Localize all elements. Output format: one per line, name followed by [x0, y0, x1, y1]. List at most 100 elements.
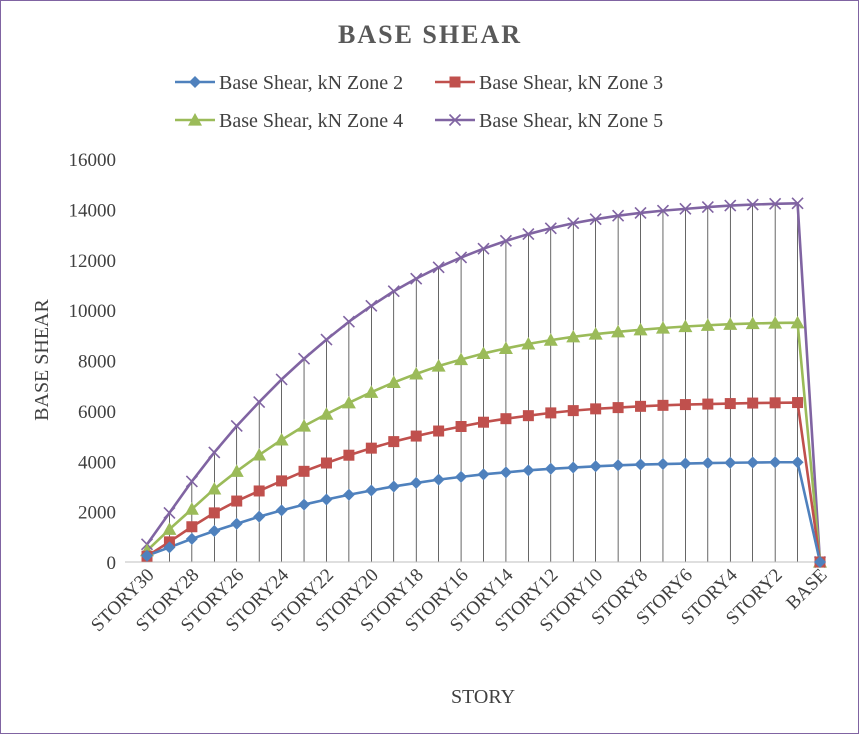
- legend-label: Base Shear, kN Zone 4: [219, 110, 403, 132]
- y-axis: 0 2000 4000 6000 8000 10000 12000 14000 16000: [69, 150, 826, 574]
- data-point-base-shear-kn-zone-4: [297, 418, 312, 432]
- data-point-base-shear-kn-zone-3: [320, 457, 332, 469]
- data-point-base-shear-kn-zone-3: [343, 449, 355, 461]
- data-point-base-shear-kn-zone-3: [635, 400, 647, 412]
- legend-marker: [188, 113, 202, 126]
- data-point-base-shear-kn-zone-5: [589, 213, 602, 226]
- data-point-base-shear-kn-zone-5: [701, 201, 714, 214]
- series-markers: [140, 197, 827, 569]
- data-point-base-shear-kn-zone-4: [454, 352, 469, 366]
- data-point-base-shear-kn-zone-4: [723, 317, 738, 330]
- data-point-base-shear-kn-zone-3: [500, 413, 512, 425]
- data-point-base-shear-kn-zone-4: [521, 336, 536, 350]
- data-point-base-shear-kn-zone-5: [297, 352, 311, 365]
- data-point-base-shear-kn-zone-2: [769, 456, 782, 469]
- y-tick-label: 16000: [69, 150, 117, 171]
- data-point-base-shear-kn-zone-5: [387, 285, 400, 298]
- data-point-base-shear-kn-zone-5: [163, 506, 176, 519]
- data-point-base-shear-kn-zone-2: [455, 470, 468, 483]
- data-point-base-shear-kn-zone-5: [275, 373, 288, 386]
- data-point-base-shear-kn-zone-5: [656, 204, 670, 217]
- data-point-base-shear-kn-zone-5: [567, 217, 580, 230]
- y-tick-label: 0: [107, 553, 117, 574]
- legend-label: Base Shear, kN Zone 2: [219, 72, 403, 94]
- data-point-base-shear-kn-zone-4: [476, 346, 491, 360]
- data-point-base-shear-kn-zone-3: [522, 410, 534, 422]
- data-point-base-shear-kn-zone-2: [544, 462, 557, 475]
- data-point-base-shear-kn-zone-4: [364, 385, 379, 398]
- data-point-base-shear-kn-zone-3: [657, 399, 669, 411]
- data-point-base-shear-kn-zone-3: [567, 405, 579, 417]
- data-point-base-shear-kn-zone-2: [567, 461, 580, 474]
- legend-label: Base Shear, kN Zone 5: [479, 110, 663, 132]
- data-point-base-shear-kn-zone-5: [724, 199, 737, 212]
- y-tick-label: 10000: [69, 301, 117, 322]
- data-point-base-shear-kn-zone-5: [477, 242, 490, 255]
- data-point-base-shear-kn-zone-4: [768, 315, 783, 329]
- data-point-base-shear-kn-zone-2: [208, 525, 221, 538]
- data-point-base-shear-kn-zone-3: [253, 485, 265, 497]
- data-point-base-shear-kn-zone-3: [769, 397, 781, 409]
- data-point-base-shear-kn-zone-3: [478, 416, 489, 428]
- data-point-base-shear-kn-zone-3: [208, 507, 220, 519]
- data-point-base-shear-kn-zone-2: [499, 466, 512, 479]
- data-point-base-shear-kn-zone-3: [747, 397, 759, 409]
- data-point-base-shear-kn-zone-2: [298, 498, 311, 511]
- data-point-base-shear-kn-zone-4: [498, 341, 513, 355]
- data-point-base-shear-kn-zone-2: [342, 488, 355, 501]
- data-point-base-shear-kn-zone-5: [410, 272, 423, 285]
- data-point-base-shear-kn-zone-5: [455, 251, 468, 264]
- data-point-base-shear-kn-zone-4: [229, 464, 244, 477]
- data-point-base-shear-kn-zone-3: [298, 465, 310, 477]
- data-point-base-shear-kn-zone-2: [612, 459, 625, 472]
- data-point-base-shear-kn-zone-5: [185, 475, 198, 488]
- data-point-base-shear-kn-zone-5: [499, 234, 512, 247]
- data-point-base-shear-kn-zone-5: [365, 299, 378, 312]
- data-point-base-shear-kn-zone-2: [320, 493, 333, 506]
- data-point-base-shear-kn-zone-2: [679, 457, 692, 470]
- x-axis-label: STORY: [451, 686, 515, 708]
- data-point-base-shear-kn-zone-4: [633, 322, 648, 336]
- data-point-base-shear-kn-zone-4: [319, 407, 334, 420]
- data-point-base-shear-kn-zone-2: [634, 458, 647, 471]
- data-point-base-shear-kn-zone-3: [679, 399, 691, 411]
- legend-marker: [448, 113, 462, 127]
- data-point-base-shear-kn-zone-2: [163, 541, 176, 554]
- legend-label: Base Shear, kN Zone 3: [479, 72, 663, 94]
- data-point-base-shear-kn-zone-5: [320, 333, 333, 346]
- data-point-base-shear-kn-zone-2: [791, 456, 804, 469]
- data-point-base-shear-kn-zone-5: [679, 202, 692, 215]
- data-point-base-shear-kn-zone-3: [186, 521, 198, 533]
- data-point-base-shear-kn-zone-2: [141, 549, 153, 562]
- data-point-base-shear-kn-zone-5: [208, 446, 221, 459]
- data-point-base-shear-kn-zone-5: [544, 222, 557, 235]
- data-point-base-shear-kn-zone-2: [275, 504, 288, 517]
- legend: Base Shear, kN Zone 2 Base Shear, kN Zone…: [175, 72, 663, 132]
- data-point-base-shear-kn-zone-4: [588, 327, 603, 340]
- data-point-base-shear-kn-zone-4: [655, 321, 670, 334]
- data-point-base-shear-kn-zone-3: [231, 495, 243, 507]
- x-axis: STORY30STORY28STORY26STORY24STORY22STORY…: [87, 564, 831, 636]
- data-point-base-shear-kn-zone-3: [702, 398, 714, 410]
- data-point-base-shear-kn-zone-2: [589, 460, 602, 473]
- data-point-base-shear-kn-zone-5: [746, 198, 759, 211]
- data-point-base-shear-kn-zone-4: [543, 333, 558, 346]
- data-point-base-shear-kn-zone-2: [724, 456, 737, 469]
- x-tick-label: BASE: [782, 565, 831, 614]
- data-point-base-shear-kn-zone-5: [432, 261, 445, 274]
- data-point-base-shear-kn-zone-4: [431, 359, 446, 372]
- data-point-base-shear-kn-zone-4: [207, 481, 222, 495]
- data-point-base-shear-kn-zone-4: [790, 315, 805, 329]
- data-point-base-shear-kn-zone-2: [746, 456, 759, 469]
- data-point-base-shear-kn-zone-2: [253, 510, 266, 523]
- y-tick-label: 12000: [69, 251, 117, 272]
- data-point-base-shear-kn-zone-5: [522, 227, 535, 241]
- data-point-base-shear-kn-zone-2: [656, 458, 669, 471]
- data-point-base-shear-kn-zone-2: [701, 457, 714, 470]
- legend-marker: [449, 76, 461, 88]
- y-tick-label: 2000: [78, 503, 116, 524]
- data-point-base-shear-kn-zone-4: [700, 318, 715, 331]
- data-point-base-shear-kn-zone-2: [387, 480, 400, 493]
